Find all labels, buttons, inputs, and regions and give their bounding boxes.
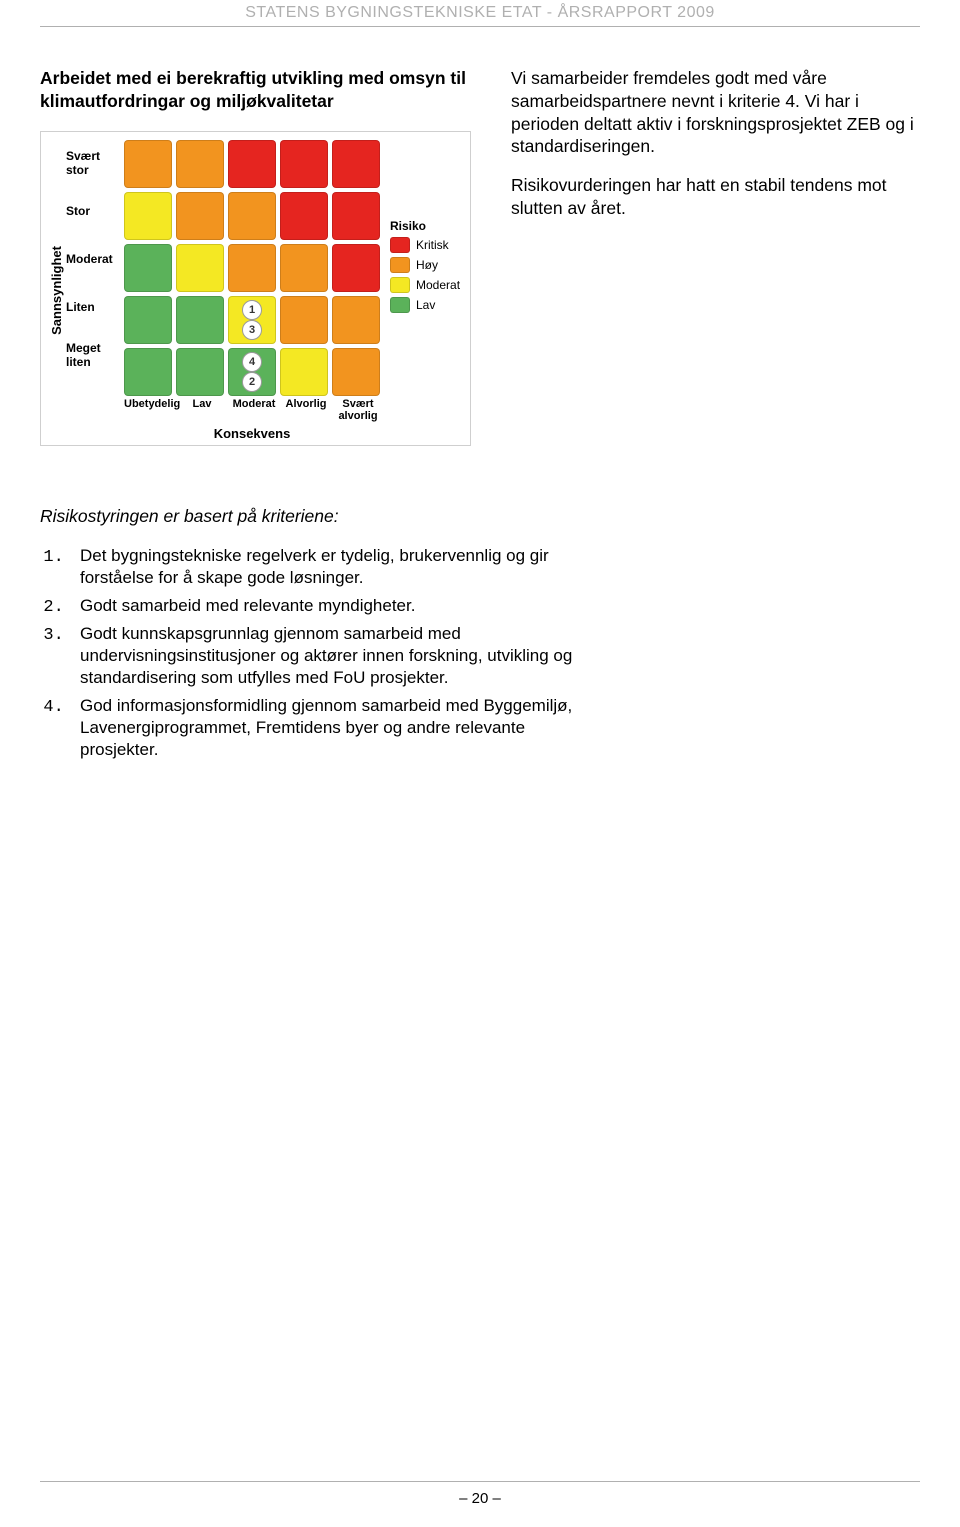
- legend-label: Kritisk: [416, 238, 449, 252]
- row-labels: Svært storStorModeratLitenMeget liten: [66, 140, 124, 396]
- risk-cell: [280, 244, 328, 292]
- legend-label: Høy: [416, 258, 438, 272]
- risk-cell: [176, 140, 224, 188]
- risk-cell: [124, 192, 172, 240]
- col-label: Lav: [176, 398, 228, 422]
- risk-cell: [176, 296, 224, 344]
- legend-item: Kritisk: [390, 237, 460, 253]
- section-heading: Arbeidet med ei berekraftig utvikling me…: [40, 67, 471, 113]
- risk-cell: [280, 348, 328, 396]
- risk-cell: [332, 244, 380, 292]
- risk-cell: [124, 244, 172, 292]
- risk-cell: [176, 192, 224, 240]
- paragraph: Vi samarbeider fremdeles godt med våre s…: [511, 67, 920, 158]
- risk-marker: 1: [242, 300, 262, 320]
- legend-item: Moderat: [390, 277, 460, 293]
- risk-cell: [176, 348, 224, 396]
- legend: Risiko Kritisk Høy Moderat Lav: [390, 219, 460, 317]
- legend-swatch: [390, 297, 410, 313]
- risk-marker: 2: [242, 372, 262, 392]
- criteria-list: Det bygningstekniske regelverk er tydeli…: [40, 545, 594, 762]
- col-label: Alvorlig: [280, 398, 332, 422]
- paragraph: Risikovurderingen har hatt en stabil ten…: [511, 174, 920, 220]
- page: STATENS BYGNINGSTEKNISKE ETAT - ÅRSRAPPO…: [0, 0, 960, 1527]
- risk-cell: 42: [228, 348, 276, 396]
- page-footer: – 20 –: [0, 1481, 960, 1507]
- criteria-intro: Risikostyringen er basert på kriteriene:: [40, 506, 920, 527]
- row-label: Stor: [66, 188, 124, 236]
- legend-swatch: [390, 257, 410, 273]
- risk-cell: [124, 348, 172, 396]
- risk-marker: 3: [242, 320, 262, 340]
- criteria-item: Det bygningstekniske regelverk er tydeli…: [74, 545, 594, 589]
- risk-cell: [332, 296, 380, 344]
- risk-marker: 4: [242, 352, 262, 372]
- criteria-item: God informasjonsformidling gjennom samar…: [74, 695, 594, 761]
- risk-cell: [280, 192, 328, 240]
- page-number: – 20 –: [459, 1490, 501, 1507]
- risk-cell: [332, 140, 380, 188]
- risk-matrix: Sannsynlighet Svært storStorModeratLiten…: [49, 140, 460, 441]
- risk-cell: [228, 140, 276, 188]
- x-axis-title: Konsekvens: [124, 426, 380, 441]
- page-header: STATENS BYGNINGSTEKNISKE ETAT - ÅRSRAPPO…: [40, 0, 920, 27]
- risk-cell: [228, 192, 276, 240]
- risk-cell: [332, 348, 380, 396]
- row-label: Moderat: [66, 236, 124, 284]
- risk-matrix-frame: Sannsynlighet Svært storStorModeratLiten…: [40, 131, 471, 446]
- legend-label: Lav: [416, 298, 435, 312]
- col-labels: UbetydeligLavModeratAlvorligSvært alvorl…: [66, 398, 460, 422]
- risk-cell: [124, 140, 172, 188]
- legend-label: Moderat: [416, 278, 460, 292]
- risk-cell: [176, 244, 224, 292]
- legend-swatch: [390, 237, 410, 253]
- column-right: Vi samarbeider fremdeles godt med våre s…: [511, 67, 920, 446]
- legend-item: Lav: [390, 297, 460, 313]
- risk-cell: 13: [228, 296, 276, 344]
- row-label: Meget liten: [66, 332, 124, 380]
- row-label: Liten: [66, 284, 124, 332]
- risk-cell: [228, 244, 276, 292]
- row-label: Svært stor: [66, 140, 124, 188]
- risk-cell: [124, 296, 172, 344]
- col-label: Ubetydelig: [124, 398, 176, 422]
- col-label: Svært alvorlig: [332, 398, 384, 422]
- risk-grid: 1342: [124, 140, 380, 396]
- col-label: Moderat: [228, 398, 280, 422]
- legend-title: Risiko: [390, 219, 460, 233]
- legend-item: Høy: [390, 257, 460, 273]
- criteria-item: Godt samarbeid med relevante myndigheter…: [74, 595, 594, 617]
- risk-cell: [332, 192, 380, 240]
- two-column-layout: Arbeidet med ei berekraftig utvikling me…: [40, 67, 920, 446]
- column-left: Arbeidet med ei berekraftig utvikling me…: [40, 67, 471, 446]
- risk-cell: [280, 140, 328, 188]
- legend-swatch: [390, 277, 410, 293]
- criteria-item: Godt kunnskapsgrunnlag gjennom samarbeid…: [74, 623, 594, 689]
- y-axis-title: Sannsynlighet: [49, 246, 64, 335]
- risk-cell: [280, 296, 328, 344]
